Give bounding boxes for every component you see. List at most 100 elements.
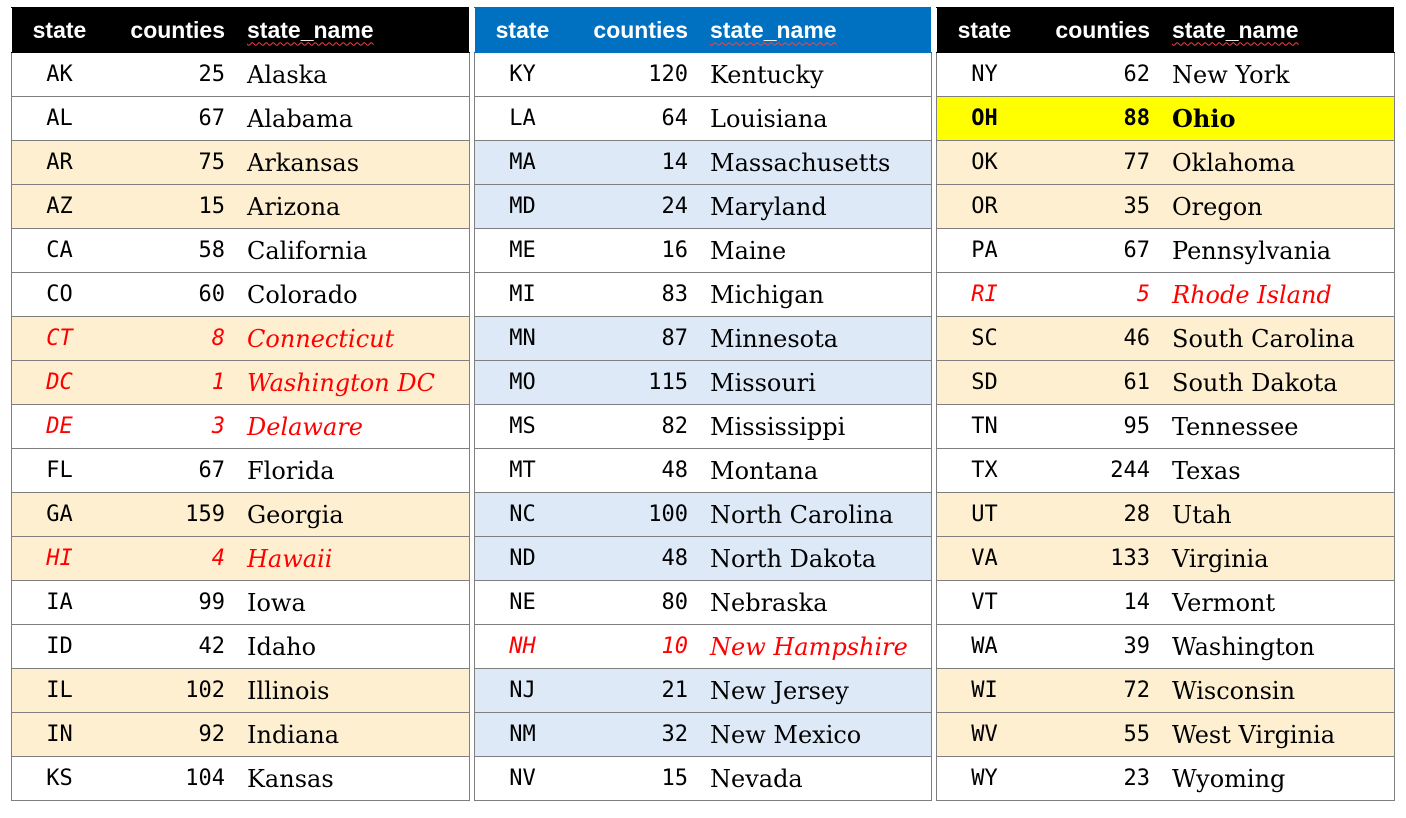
counties-cell: 133 — [1032, 536, 1158, 581]
counties-cell: 62 — [1032, 52, 1158, 97]
state-name-cell: Kansas — [233, 756, 470, 801]
state-code-cell: SD — [936, 360, 1032, 405]
table-row: OK 77 Oklahoma — [936, 140, 1395, 185]
state-code-cell: SC — [936, 316, 1032, 361]
state-code-cell: NM — [474, 712, 570, 757]
state-code-cell: NJ — [474, 668, 570, 713]
counties-cell: 48 — [570, 536, 696, 581]
state-code-cell: AZ — [11, 184, 107, 229]
table-row: MI 83 Michigan — [474, 272, 932, 317]
counties-cell: 15 — [570, 756, 696, 801]
state-code-cell: NV — [474, 756, 570, 801]
state-code-cell: WV — [936, 712, 1032, 757]
counties-cell: 115 — [570, 360, 696, 405]
table-row: MN 87 Minnesota — [474, 316, 932, 361]
header-row: state counties state_name — [936, 7, 1395, 53]
state-code-cell: CO — [11, 272, 107, 317]
state-code-cell: KY — [474, 52, 570, 97]
table-row: SC 46 South Carolina — [936, 316, 1395, 361]
state-code-cell: TX — [936, 448, 1032, 493]
counties-cell: 5 — [1032, 272, 1158, 317]
state-name-cell: Missouri — [696, 360, 932, 405]
table-row: CO 60 Colorado — [11, 272, 470, 317]
state-name-cell: Oklahoma — [1158, 140, 1395, 185]
table-row: OH 88 Ohio — [936, 96, 1395, 141]
table-row: VA 133 Virginia — [936, 536, 1395, 581]
state-name-cell: West Virginia — [1158, 712, 1395, 757]
state-code-cell: NY — [936, 52, 1032, 97]
counties-cell: 60 — [107, 272, 233, 317]
state-name-cell: Delaware — [233, 404, 470, 449]
state-name-cell: Texas — [1158, 448, 1395, 493]
state-code-cell: NE — [474, 580, 570, 625]
table-row: ME 16 Maine — [474, 228, 932, 273]
table-row: NE 80 Nebraska — [474, 580, 932, 625]
state-code-cell: MO — [474, 360, 570, 405]
state-table-1: state counties state_name AK 25 Alaska AL 67… — [11, 7, 470, 801]
table-row: NY 62 New York — [936, 52, 1395, 97]
counties-cell: 48 — [570, 448, 696, 493]
state-name-cell: North Dakota — [696, 536, 932, 581]
state-code-cell: MT — [474, 448, 570, 493]
table-row: AL 67 Alabama — [11, 96, 470, 141]
table-row: KS 104 Kansas — [11, 756, 470, 801]
state-name-cell: Pennsylvania — [1158, 228, 1395, 273]
table-row: MT 48 Montana — [474, 448, 932, 493]
table-row: AK 25 Alaska — [11, 52, 470, 97]
state-name-cell: New Jersey — [696, 668, 932, 713]
state-name-cell: Florida — [233, 448, 470, 493]
table-row: DE 3 Delaware — [11, 404, 470, 449]
table-row: NM 32 New Mexico — [474, 712, 932, 757]
state-name-cell: Illinois — [233, 668, 470, 713]
state-code-cell: WI — [936, 668, 1032, 713]
state-name-cell: Maryland — [696, 184, 932, 229]
state-name-cell: Washington DC — [233, 360, 470, 405]
state-code-cell: RI — [936, 272, 1032, 317]
state-code-cell: IL — [11, 668, 107, 713]
state-code-cell: AL — [11, 96, 107, 141]
counties-cell: 14 — [1032, 580, 1158, 625]
state-code-cell: CT — [11, 316, 107, 361]
table-row: TN 95 Tennessee — [936, 404, 1395, 449]
state-code-cell: ME — [474, 228, 570, 273]
counties-cell: 10 — [570, 624, 696, 669]
table-row: NH 10 New Hampshire — [474, 624, 932, 669]
header-state-name: state_name — [1158, 7, 1395, 53]
state-name-cell: Utah — [1158, 492, 1395, 537]
state-code-cell: DE — [11, 404, 107, 449]
table-row: ID 42 Idaho — [11, 624, 470, 669]
counties-cell: 77 — [1032, 140, 1158, 185]
counties-cell: 99 — [107, 580, 233, 625]
state-name-cell: Connecticut — [233, 316, 470, 361]
counties-cell: 88 — [1032, 96, 1158, 141]
state-code-cell: DC — [11, 360, 107, 405]
table-row: NJ 21 New Jersey — [474, 668, 932, 713]
state-code-cell: AK — [11, 52, 107, 97]
state-code-cell: TN — [936, 404, 1032, 449]
table-row: LA 64 Louisiana — [474, 96, 932, 141]
state-code-cell: WA — [936, 624, 1032, 669]
state-name-cell: Wisconsin — [1158, 668, 1395, 713]
state-code-cell: MA — [474, 140, 570, 185]
state-code-cell: KS — [11, 756, 107, 801]
state-code-cell: MI — [474, 272, 570, 317]
state-code-cell: IA — [11, 580, 107, 625]
table-row: NC 100 North Carolina — [474, 492, 932, 537]
state-code-cell: ND — [474, 536, 570, 581]
table-row: MS 82 Mississippi — [474, 404, 932, 449]
table-row: HI 4 Hawaii — [11, 536, 470, 581]
counties-cell: 244 — [1032, 448, 1158, 493]
table-row: TX 244 Texas — [936, 448, 1395, 493]
counties-cell: 64 — [570, 96, 696, 141]
table-row: WV 55 West Virginia — [936, 712, 1395, 757]
state-name-cell: Arizona — [233, 184, 470, 229]
counties-cell: 24 — [570, 184, 696, 229]
table-row: PA 67 Pennsylvania — [936, 228, 1395, 273]
state-code-cell: NC — [474, 492, 570, 537]
header-counties: counties — [107, 7, 233, 53]
state-code-cell: FL — [11, 448, 107, 493]
state-name-cell: Mississippi — [696, 404, 932, 449]
table-row: WY 23 Wyoming — [936, 756, 1395, 801]
state-name-cell: Louisiana — [696, 96, 932, 141]
counties-cell: 83 — [570, 272, 696, 317]
